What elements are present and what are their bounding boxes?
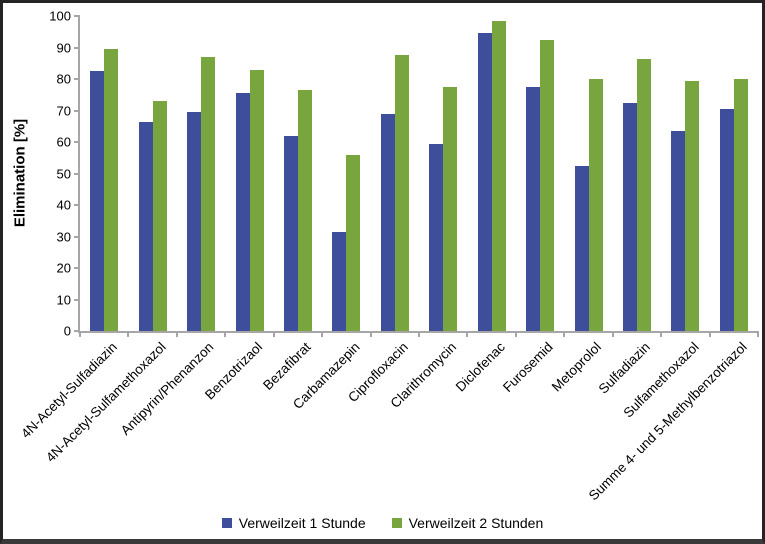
x-category-label: Ciprofloxacin <box>344 339 411 406</box>
bar-s2-c8 <box>443 86 458 331</box>
bar-s2-c10 <box>540 39 555 331</box>
bar-s2-c7 <box>394 55 409 331</box>
bar-s2-c4 <box>249 69 264 331</box>
y-tick <box>74 204 80 206</box>
x-category-label: Bezafibrat <box>260 339 314 393</box>
x-category-label: 4N-Acetyl-Sulfadiazin <box>18 339 121 442</box>
y-tick-label: 50 <box>56 166 71 181</box>
y-tick <box>74 109 80 112</box>
y-tick <box>74 330 80 332</box>
y-tick <box>74 267 80 269</box>
x-tick <box>514 331 517 337</box>
legend-item-series1: Verweilzeit 1 Stunde <box>221 515 366 531</box>
x-tick <box>563 331 566 337</box>
x-category-label: Sulfadiazin <box>595 339 653 397</box>
y-tick-label: 60 <box>56 134 71 150</box>
legend: Verweilzeit 1 Stunde Verweilzeit 2 Stund… <box>3 515 762 531</box>
legend-label-series1: Verweilzeit 1 Stunde <box>238 515 366 531</box>
y-tick <box>74 235 80 238</box>
x-category-label: Antipyrin/Phenanzon <box>118 339 217 439</box>
x-tick <box>466 331 469 337</box>
y-tick-label: 10 <box>56 292 71 307</box>
bar-s1-c3 <box>187 112 202 331</box>
x-category-label: Metoprolol <box>549 339 605 395</box>
x-category-label: Benzotrizaol <box>202 339 266 403</box>
x-tick <box>272 331 275 337</box>
bar-s1-c9 <box>477 33 492 331</box>
legend-swatch-series1-icon <box>221 518 232 528</box>
x-tick <box>369 331 372 337</box>
y-tick-label: 70 <box>56 103 71 118</box>
x-tick <box>660 331 663 337</box>
bar-s2-c12 <box>636 58 651 331</box>
y-tick-label: 20 <box>56 260 71 276</box>
bar-s1-c8 <box>429 143 444 331</box>
plot-area: 0 10 20 30 40 50 60 70 80 90 100 <box>49 10 759 338</box>
bar-s1-c11 <box>574 165 589 331</box>
y-tick <box>74 15 80 17</box>
bar-s2-c9 <box>491 20 506 331</box>
y-tick <box>74 172 80 175</box>
x-tick <box>757 331 759 337</box>
chart-canvas: Elimination [%] 0 10 20 30 40 50 60 70 80 90 100 4… <box>3 3 762 539</box>
x-category-label: Sulfamethoxazol <box>620 339 702 421</box>
x-tick <box>321 331 324 337</box>
y-tick-label: 40 <box>56 197 71 213</box>
bar-s1-c10 <box>526 86 541 331</box>
x-category-label: Summe 4- und 5-Methylbenzotriazol <box>585 339 750 504</box>
bar-s1-c4 <box>235 93 250 331</box>
bar-s2-c1 <box>104 49 119 331</box>
y-tick-label: 90 <box>56 40 71 55</box>
x-category-label: Diclofenac <box>452 339 508 395</box>
x-tick <box>418 331 420 337</box>
x-category-label: Carbamazepin <box>289 339 363 412</box>
legend-item-series2: Verweilzeit 2 Stunden <box>391 515 544 531</box>
y-tick-label: 100 <box>49 8 71 24</box>
bar-s2-c14 <box>733 79 748 331</box>
bar-s2-c6 <box>346 154 361 331</box>
y-axis-title: Elimination [%] <box>11 118 29 228</box>
bar-s1-c2 <box>138 121 153 331</box>
bar-s1-c13 <box>671 130 686 331</box>
bar-s2-c2 <box>152 101 167 331</box>
bar-s2-c3 <box>201 56 216 331</box>
y-tick <box>74 78 80 80</box>
y-tick <box>74 141 80 143</box>
bar-s2-c5 <box>297 90 312 331</box>
x-category-label: 4N-Acetyl-Sulfamethoxazol <box>42 339 169 466</box>
bar-s2-c13 <box>685 80 700 331</box>
y-tick-label: 80 <box>56 71 71 87</box>
y-tick-label: 0 <box>63 323 71 339</box>
x-tick <box>175 331 178 337</box>
x-tick <box>224 331 227 337</box>
bar-s1-c1 <box>90 71 105 331</box>
y-tick <box>74 298 80 301</box>
x-tick <box>708 331 711 337</box>
x-category-label: Clarithromycin <box>387 339 460 411</box>
bar-s1-c12 <box>622 102 637 331</box>
bar-s1-c14 <box>719 108 734 331</box>
x-tick <box>611 331 614 337</box>
bar-s1-c5 <box>283 135 298 331</box>
legend-label-series2: Verweilzeit 2 Stunden <box>408 515 544 531</box>
y-tick <box>74 46 80 49</box>
bar-s1-c6 <box>332 231 347 331</box>
x-tick <box>79 331 81 337</box>
legend-swatch-series2-icon <box>391 518 402 528</box>
bar-s2-c11 <box>588 79 603 331</box>
y-tick-label: 30 <box>56 229 71 244</box>
x-category-label: Furosemid <box>500 339 556 395</box>
bar-s1-c7 <box>380 113 395 331</box>
x-tick <box>127 331 130 337</box>
